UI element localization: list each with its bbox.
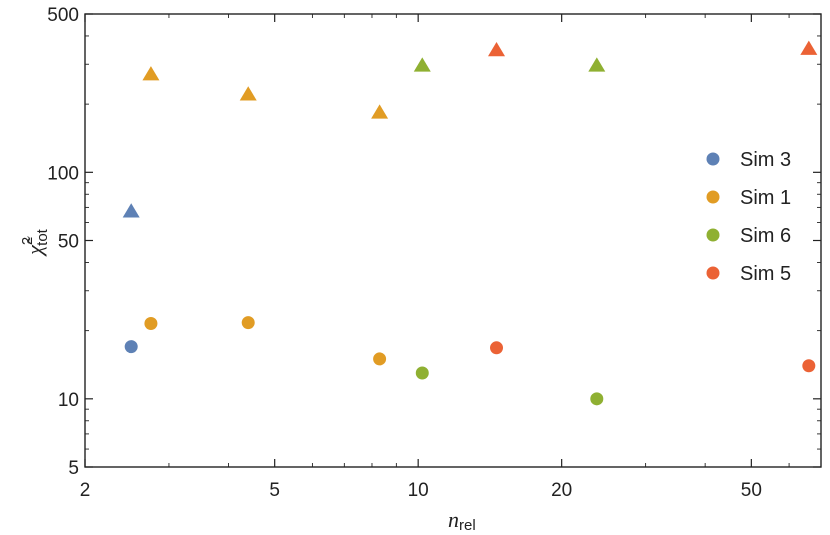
- legend-label: Sim 6: [740, 225, 791, 247]
- triangle-point: [142, 66, 160, 81]
- y-tick-label: 100: [47, 163, 79, 184]
- legend-item-sim-3: Sim 3: [706, 149, 791, 171]
- x-tick-label: 50: [741, 480, 762, 501]
- legend-marker: [706, 190, 720, 204]
- y-axis-title-subscript: tot: [34, 228, 51, 246]
- legend: Sim 3 Sim 1 Sim 6 Sim 5: [706, 149, 791, 285]
- legend-item-sim-1: Sim 1: [706, 187, 791, 209]
- x-tick-label: 2: [80, 480, 91, 501]
- x-axis-title-main: n: [448, 507, 459, 532]
- triangle-point: [488, 42, 506, 57]
- series-sim-5: [488, 40, 818, 373]
- x-axis-title-subscript: rel: [459, 517, 476, 534]
- y-tick-label: 10: [58, 390, 79, 411]
- legend-item-sim-6: Sim 6: [706, 225, 791, 247]
- legend-marker: [706, 228, 720, 242]
- triangle-point: [122, 203, 140, 218]
- svg-text:χ̃2tot: χ̃2tot: [19, 228, 51, 257]
- y-tick-label: 500: [47, 5, 79, 26]
- circle-point: [802, 359, 816, 373]
- data-points: [122, 40, 818, 406]
- legend-label: Sim 1: [740, 187, 791, 209]
- circle-point: [373, 352, 387, 366]
- circle-point: [590, 392, 604, 406]
- triangle-point: [800, 40, 818, 55]
- series-sim-1: [142, 66, 389, 366]
- legend-marker: [706, 152, 720, 166]
- circle-point: [144, 317, 158, 331]
- triangle-point: [239, 86, 257, 101]
- x-tick-label: 10: [408, 480, 429, 501]
- circle-point: [241, 316, 255, 330]
- circle-point: [490, 341, 504, 355]
- y-axis-title: χ̃2tot: [19, 228, 51, 257]
- legend-label: Sim 3: [740, 149, 791, 171]
- series-sim-6: [413, 57, 606, 406]
- x-tick-label: 20: [551, 480, 572, 501]
- series-sim-3: [122, 203, 140, 354]
- triangle-point: [371, 104, 389, 119]
- x-tick-label: 5: [269, 480, 280, 501]
- circle-point: [415, 366, 429, 380]
- legend-marker: [706, 266, 720, 280]
- x-axis-title: nrel: [448, 507, 476, 534]
- circle-point: [124, 340, 138, 354]
- y-tick-label: 50: [58, 232, 79, 253]
- triangle-point: [588, 57, 606, 72]
- legend-label: Sim 5: [740, 263, 791, 285]
- y-tick-label: 5: [68, 458, 79, 479]
- y-axis-title-superscript: 2: [19, 237, 36, 245]
- legend-item-sim-5: Sim 5: [706, 263, 791, 285]
- triangle-point: [413, 57, 431, 72]
